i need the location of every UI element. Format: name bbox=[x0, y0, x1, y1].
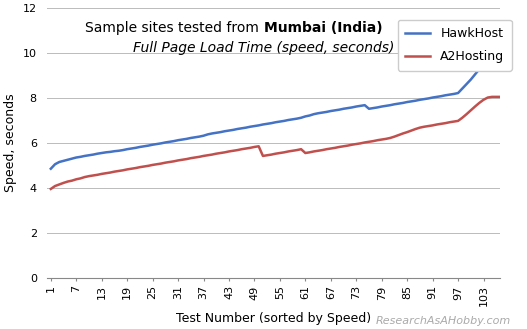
Text: Mumbai (India): Mumbai (India) bbox=[264, 21, 382, 35]
Text: ResearchAsAHobby.com: ResearchAsAHobby.com bbox=[376, 316, 511, 326]
A2Hosting bbox=[387, 136, 393, 140]
A2Hosting bbox=[366, 140, 372, 144]
HawkHost bbox=[408, 99, 415, 103]
HawkHost bbox=[183, 137, 190, 141]
Text: Full Page Load Time (speed, seconds): Full Page Load Time (speed, seconds) bbox=[133, 41, 394, 55]
A2Hosting bbox=[497, 95, 504, 99]
HawkHost bbox=[467, 78, 474, 82]
HawkHost bbox=[446, 93, 453, 97]
Legend: HawkHost, A2Hosting: HawkHost, A2Hosting bbox=[398, 20, 512, 71]
Line: A2Hosting: A2Hosting bbox=[51, 97, 501, 189]
Text: Sample sites tested from: Sample sites tested from bbox=[85, 21, 264, 35]
HawkHost bbox=[47, 167, 54, 171]
A2Hosting bbox=[467, 108, 474, 112]
X-axis label: Test Number (sorted by Speed): Test Number (sorted by Speed) bbox=[176, 312, 371, 325]
Line: HawkHost: HawkHost bbox=[51, 54, 501, 169]
A2Hosting bbox=[408, 129, 415, 133]
HawkHost bbox=[497, 52, 504, 56]
A2Hosting bbox=[47, 187, 54, 191]
HawkHost bbox=[387, 103, 393, 107]
Y-axis label: Speed, seconds: Speed, seconds bbox=[4, 93, 17, 192]
HawkHost bbox=[366, 107, 372, 111]
A2Hosting bbox=[446, 120, 453, 124]
A2Hosting bbox=[489, 95, 495, 99]
A2Hosting bbox=[183, 157, 190, 161]
